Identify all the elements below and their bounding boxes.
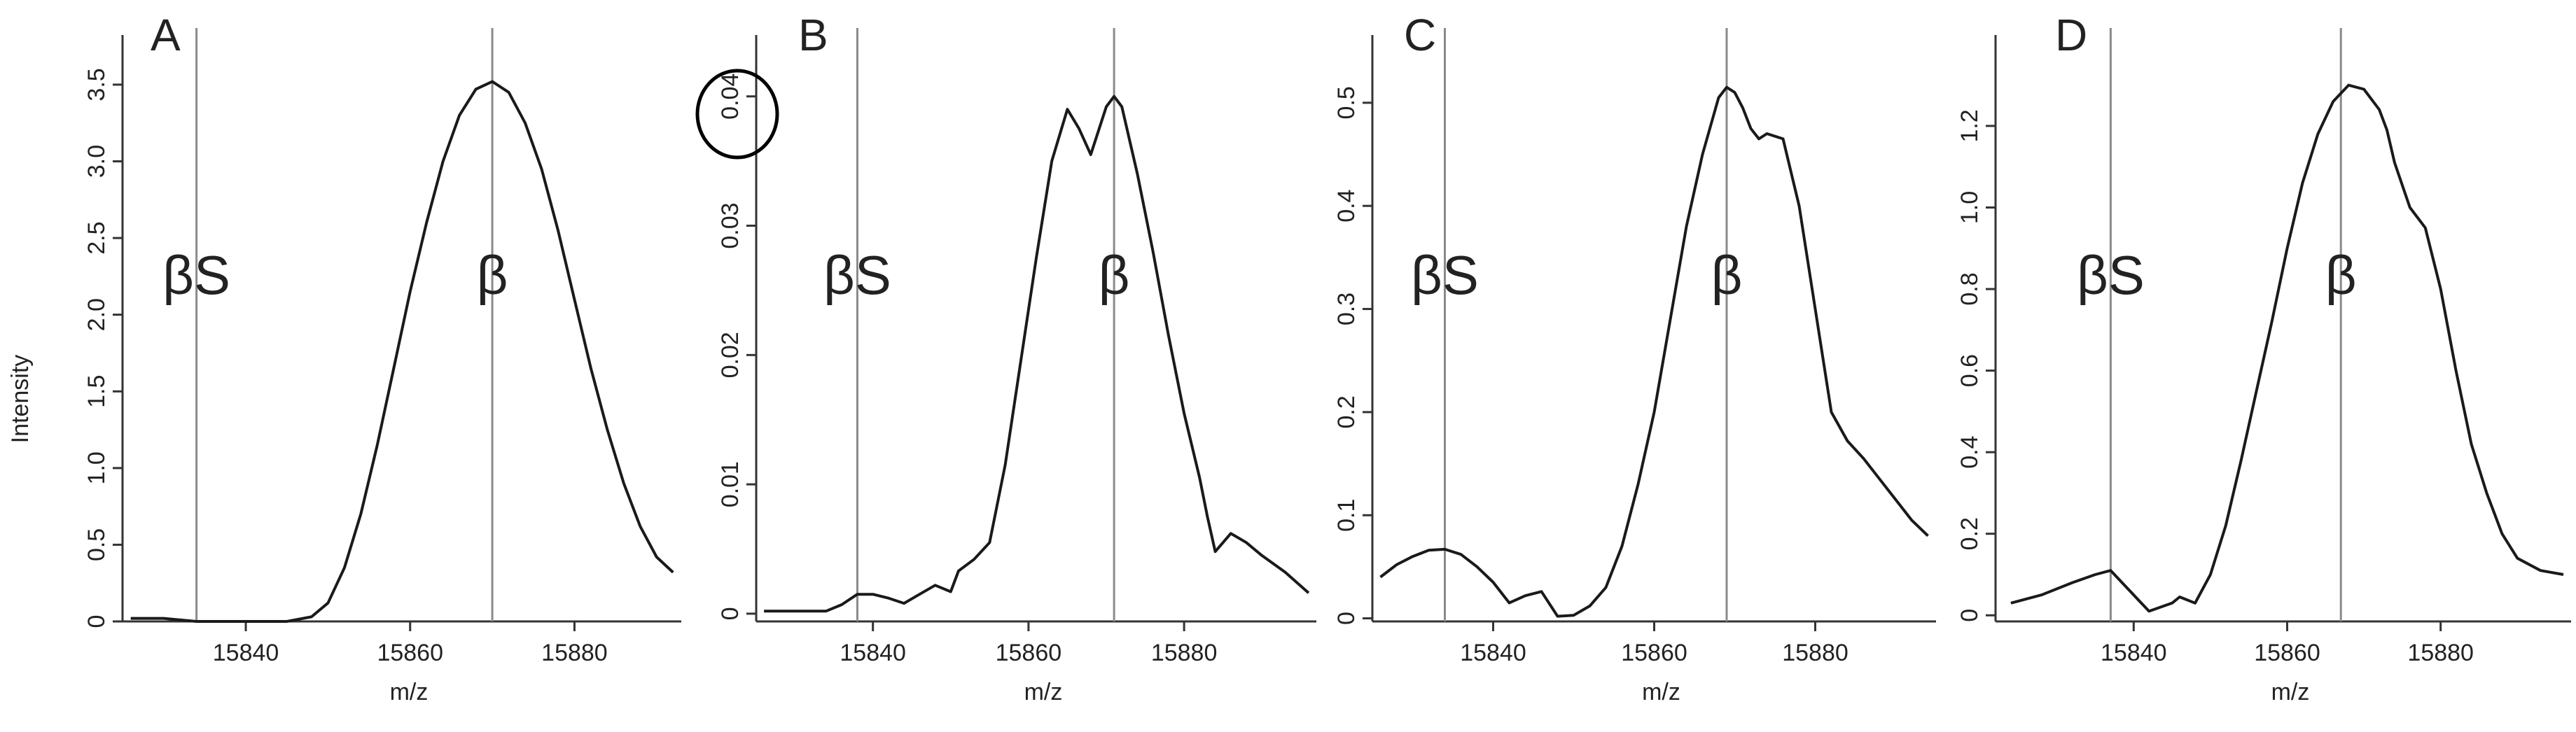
y-tick-label: 0.3	[1333, 293, 1360, 325]
y-tick-label: 1.2	[1956, 109, 1983, 142]
y-axis-label: Intensity	[7, 355, 34, 444]
peak-annotation: β	[477, 244, 508, 306]
y-tick-label: 0.6	[1956, 354, 1983, 387]
highlight-circle	[695, 69, 779, 160]
y-tick-label: 1.5	[83, 375, 110, 408]
y-tick-label: 0.02	[717, 332, 744, 378]
y-tick-label: 0	[1956, 609, 1983, 622]
y-tick-label: 1.0	[1956, 191, 1983, 224]
spectrum-curve	[1379, 85, 1929, 618]
x-tick-label: 15880	[1782, 640, 1849, 666]
panel-letter: A	[151, 10, 181, 60]
x-axis-label: m/z	[1642, 679, 1680, 705]
y-tick-label: 0	[717, 607, 744, 620]
y-tick-label: 0	[1333, 612, 1360, 625]
y-tick-label: 0.8	[1956, 272, 1983, 305]
y-tick-label: 0.04	[717, 73, 744, 120]
panel-letter: D	[2055, 10, 2087, 60]
x-tick-label: 15860	[377, 640, 443, 666]
y-tick-label: 0.03	[717, 202, 744, 248]
y-tick-label: 3.0	[83, 145, 110, 178]
panel-letter: C	[1404, 10, 1436, 60]
y-tick-label: 2.0	[83, 298, 110, 331]
x-tick-label: 15860	[2254, 640, 2320, 666]
spectrum-curve	[2010, 83, 2564, 613]
y-tick-label: 0.4	[1333, 190, 1360, 223]
peak-annotation: βS	[2077, 244, 2145, 306]
x-axis-label: m/z	[1024, 679, 1063, 705]
y-tick-label: 0.1	[1333, 499, 1360, 532]
x-tick-label: 15840	[2101, 640, 2167, 666]
peak-annotation: βS	[823, 244, 891, 306]
x-tick-label: 15880	[1151, 640, 1218, 666]
y-tick-label: 0.4	[1956, 436, 1983, 469]
y-tick-label: 0.01	[717, 461, 744, 507]
y-tick-label: 1.0	[83, 451, 110, 484]
y-tick-label: 0	[83, 615, 110, 628]
peak-annotation: βS	[162, 244, 230, 306]
y-tick-label: 0.5	[1333, 86, 1360, 119]
panel-b: B 0 0.01 0.02 0.03 0.04 15840 15860 15880 m/z βS β	[695, 10, 1316, 705]
peak-annotation: β	[1711, 244, 1743, 306]
x-tick-label: 15840	[213, 640, 279, 666]
peak-annotation: β	[2325, 244, 2357, 306]
x-tick-label: 15860	[996, 640, 1062, 666]
panel-a: A 0 0.5 1.0 1.5 2.0 2.5 3.0 3.5 15840 15860 15880 m/…	[83, 10, 681, 705]
peak-annotation: β	[1099, 244, 1130, 306]
x-tick-label: 15880	[2407, 640, 2474, 666]
y-tick-label: 0.2	[1333, 395, 1360, 428]
spectrum-curve	[130, 80, 674, 623]
x-axis-label: m/z	[2271, 679, 2310, 705]
peak-annotation: βS	[1411, 244, 1479, 306]
x-tick-label: 15840	[840, 640, 906, 666]
panel-d: D 0 0.2 0.4 0.6 0.8 1.0 1.2 15840 15860 15880 m/z βS…	[1956, 10, 2571, 705]
panel-letter: B	[798, 10, 828, 60]
x-tick-label: 15840	[1460, 640, 1526, 666]
y-tick-label: 0.2	[1956, 517, 1983, 550]
x-axis-label: m/z	[390, 679, 429, 705]
spectrum-curve	[764, 94, 1310, 613]
x-tick-label: 15880	[541, 640, 608, 666]
y-tick-label: 0.5	[83, 528, 110, 561]
y-tick-label: 2.5	[83, 221, 110, 254]
x-tick-label: 15860	[1621, 640, 1687, 666]
panel-c: C 0 0.1 0.2 0.3 0.4 0.5 15840 15860 15880 m/z βS β	[1333, 10, 1936, 705]
y-tick-label: 3.5	[83, 68, 110, 101]
